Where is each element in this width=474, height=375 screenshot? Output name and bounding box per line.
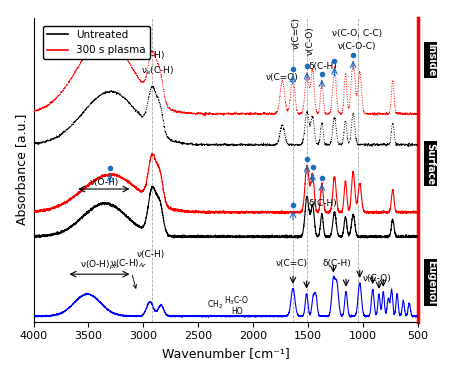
Text: ν(C-H): ν(C-H) (137, 250, 165, 259)
Text: Eugenol: Eugenol (426, 260, 436, 305)
Text: ν(C-O-C): ν(C-O-C) (338, 42, 376, 51)
Text: ν(C-O, C-C): ν(C-O, C-C) (332, 28, 382, 38)
Text: ν(C-H)$_{Ar}$: ν(C-H)$_{Ar}$ (110, 257, 148, 288)
Legend: Untreated, 300 s plasma: Untreated, 300 s plasma (43, 26, 150, 59)
Text: ν(C=C): ν(C=C) (292, 16, 301, 49)
Text: H$_3$C-O: H$_3$C-O (224, 294, 249, 307)
Text: δ(C-H): δ(C-H) (308, 199, 337, 208)
Text: ν(O-H): ν(O-H) (84, 38, 113, 46)
Text: CH$_2$: CH$_2$ (207, 299, 223, 311)
Y-axis label: Absorbance [a.u.]: Absorbance [a.u.] (15, 114, 28, 225)
Text: Surface: Surface (426, 142, 436, 184)
Text: ν(C-O): ν(C-O) (306, 27, 315, 55)
Text: ν$_s$(C-H): ν$_s$(C-H) (141, 65, 174, 77)
Text: ν(O-H)$_{ph}$: ν(O-H)$_{ph}$ (80, 259, 119, 272)
Text: δ(C-H): δ(C-H) (308, 62, 337, 70)
Text: δ(C-H): δ(C-H) (322, 258, 351, 267)
X-axis label: Wavenumber [cm⁻¹]: Wavenumber [cm⁻¹] (162, 347, 290, 360)
Text: ν$_{as}$(C-H): ν$_{as}$(C-H) (128, 50, 165, 62)
Text: ν(O-H): ν(O-H) (89, 178, 118, 187)
Text: ν(C=O): ν(C=O) (266, 73, 299, 82)
Text: HO: HO (231, 307, 243, 316)
Text: ν(C-O): ν(C-O) (363, 274, 392, 283)
Text: Inside: Inside (426, 44, 436, 77)
Text: ν(C=C): ν(C=C) (276, 258, 308, 267)
